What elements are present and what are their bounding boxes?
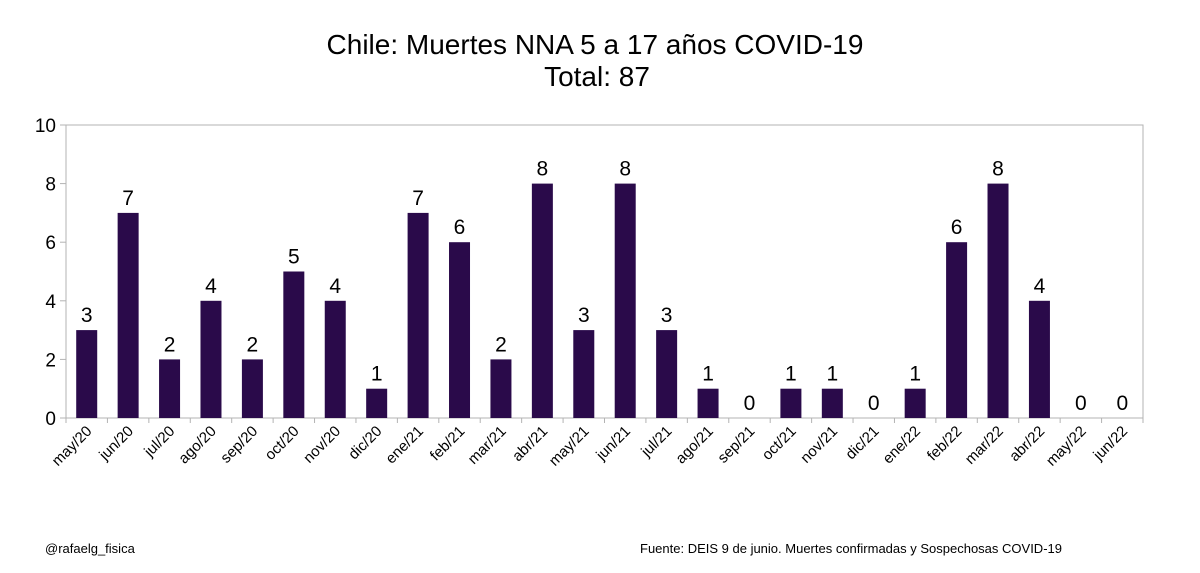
data-label: 1 [371, 363, 383, 386]
data-label: 8 [619, 158, 631, 181]
x-tick-label: jul/21 [637, 423, 675, 461]
x-tick-label: mar/21 [465, 423, 510, 468]
bar [946, 242, 968, 418]
data-label: 3 [661, 304, 673, 327]
bar [366, 388, 388, 418]
bar [283, 271, 305, 418]
data-labels: 3 7 2 4 2 5 4 1 7 6 2 8 3 8 3 1 0 1 1 0 1 6 8 4 0 0 [81, 158, 1128, 415]
x-tick-label: sep/21 [714, 423, 758, 467]
data-label: 5 [288, 246, 300, 269]
x-tick-label: ago/20 [175, 423, 219, 467]
x-tick-label: jul/20 [140, 423, 178, 461]
bar [407, 212, 429, 418]
data-label: 1 [785, 363, 797, 386]
y-tick-label: 6 [45, 233, 56, 254]
bar [1028, 300, 1050, 418]
bar [490, 359, 512, 418]
x-tick-label: dic/21 [842, 423, 882, 463]
y-tick-label: 10 [35, 116, 56, 137]
data-label: 4 [329, 275, 341, 298]
x-tick-label: may/21 [546, 423, 593, 470]
x-tick-label: sep/20 [217, 423, 261, 467]
data-label: 0 [868, 392, 880, 415]
data-label: 3 [81, 304, 93, 327]
x-tick-label: jun/20 [95, 423, 137, 465]
bar [159, 359, 181, 418]
x-tick-label: dic/20 [345, 423, 385, 463]
chart-subtitle: Total: 87 [544, 61, 650, 92]
bars [76, 183, 1050, 418]
x-tick-label: oct/21 [759, 423, 800, 464]
data-label: 0 [1116, 392, 1128, 415]
y-tick-label: 0 [45, 409, 56, 430]
data-label: 4 [1034, 275, 1046, 298]
plot-area-frame [65, 124, 1144, 419]
data-label: 6 [454, 216, 466, 239]
data-label: 1 [826, 363, 838, 386]
data-label: 0 [1075, 392, 1087, 415]
bar [780, 388, 802, 418]
data-label: 0 [744, 392, 756, 415]
bar [821, 388, 843, 418]
bar [324, 300, 346, 418]
x-tick-label: oct/20 [262, 423, 303, 464]
bar [987, 183, 1009, 418]
x-tick-label: abr/22 [1006, 423, 1048, 465]
data-label: 7 [412, 187, 424, 210]
bar [697, 388, 719, 418]
x-tick-label: feb/21 [427, 423, 469, 465]
data-label: 1 [702, 363, 714, 386]
x-tick-label: ago/21 [672, 423, 716, 467]
x-tick-label: jun/22 [1089, 423, 1131, 465]
bar [573, 330, 595, 418]
bar [531, 183, 553, 418]
x-tick-label: may/22 [1043, 423, 1090, 470]
bar [904, 388, 926, 418]
data-label: 3 [578, 304, 590, 327]
y-tick-label: 4 [45, 292, 56, 313]
data-label: 6 [951, 216, 963, 239]
x-tick-label: nov/21 [797, 423, 841, 467]
chart-title: Chile: Muertes NNA 5 a 17 años COVID-19 [327, 29, 864, 60]
y-tick-label: 8 [45, 175, 56, 196]
y-axis: 0 2 4 6 8 10 [35, 116, 66, 430]
bar [76, 330, 98, 418]
data-label: 2 [164, 333, 176, 356]
x-tick-label: jun/21 [592, 423, 634, 465]
x-tick-label: abr/21 [509, 423, 551, 465]
data-label: 8 [992, 158, 1004, 181]
author-credit: @rafaelg_fisica [45, 541, 135, 556]
bar [449, 242, 471, 418]
x-tick-label: ene/22 [880, 423, 924, 467]
bar [241, 359, 263, 418]
bar [117, 212, 139, 418]
bar [614, 183, 636, 418]
bar [656, 330, 678, 418]
x-tick-label: feb/22 [924, 423, 966, 465]
x-tick-label: ene/21 [382, 423, 426, 467]
bar [200, 300, 222, 418]
data-label: 7 [122, 187, 134, 210]
data-label: 2 [247, 333, 259, 356]
source-note: Fuente: DEIS 9 de junio. Muertes confirm… [640, 541, 1062, 556]
y-tick-label: 2 [45, 350, 56, 371]
x-tick-label: mar/22 [962, 423, 1007, 468]
data-label: 4 [205, 275, 217, 298]
data-label: 2 [495, 333, 507, 356]
data-label: 1 [909, 363, 921, 386]
x-tick-label: nov/20 [300, 423, 344, 467]
data-label: 8 [537, 158, 549, 181]
